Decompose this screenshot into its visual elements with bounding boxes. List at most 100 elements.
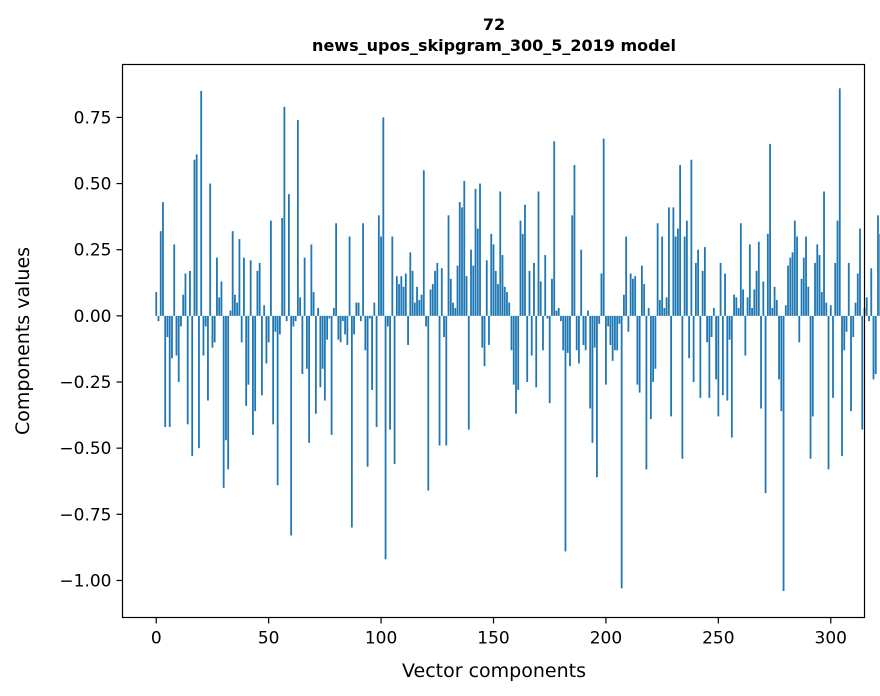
y-tick-label: −0.75 [59,505,111,525]
bar-224 [658,299,661,316]
x-tick-label: 200 [590,629,622,649]
bar-223 [656,223,659,316]
bar-239 [692,315,695,383]
bar-255 [728,315,731,340]
bar-115 [413,302,416,316]
bar-205 [616,315,619,351]
bar-5 [166,315,169,338]
bar-294 [816,244,819,316]
bar-6 [168,315,171,427]
bar-310 [852,315,855,338]
bar-268 [757,241,760,316]
bar-292 [811,315,814,417]
bar-21 [202,315,205,356]
bar-207 [620,315,623,589]
y-axis-ticks: 0.75 0.50 0.25 0.00 −0.25 −0.50 −0.75 −1.00 [59,108,123,591]
y-tick-label: 0.75 [74,108,112,128]
bar-285 [796,236,798,316]
bar-52 [272,315,275,425]
bar-2 [159,231,162,316]
bar-171 [539,281,542,316]
bar-160 [515,315,517,414]
bar-178 [555,310,558,316]
bar-219 [647,307,650,316]
bar-194 [591,315,594,443]
bar-49 [265,315,268,364]
x-axis-ticks: 0 50 100 150 200 250 300 [151,617,847,649]
bar-321 [877,215,879,316]
bar-244 [703,247,706,316]
bar-281 [787,265,789,316]
bar-263 [746,297,749,316]
bar-108 [398,284,400,316]
bar-85 [346,315,349,345]
bar-222 [654,315,657,369]
x-tick-label: 150 [477,629,509,649]
bar-126 [438,315,441,446]
bar-172 [542,315,544,351]
bar-123 [431,284,434,316]
bar-38 [240,315,243,343]
bar-127 [440,268,443,316]
bar-141 [472,265,475,316]
bar-233 [679,165,682,316]
bar-254 [726,315,729,401]
bar-318 [870,268,873,316]
bar-16 [191,315,194,457]
bar-295 [818,255,821,316]
y-tick-label: 0.25 [74,241,112,261]
bar-69 [310,244,313,316]
bar-133 [454,307,457,316]
x-tick-label: 50 [258,629,280,649]
bar-208 [623,294,625,316]
bar-159 [512,315,515,385]
bar-152 [497,284,499,316]
bar-55 [278,315,281,335]
bar-179 [557,307,560,316]
bar-260 [739,223,742,316]
bar-76 [326,315,329,340]
bar-212 [632,278,634,316]
bar-173 [544,255,547,316]
bar-67 [305,315,308,369]
bar-78 [330,315,333,435]
bar-64 [299,297,302,316]
bar-236 [685,220,688,316]
bar-230 [672,207,675,316]
bar-213 [634,276,637,316]
bar-265 [751,307,753,316]
bar-234 [681,315,684,459]
bar-105 [391,236,394,316]
x-axis-label: Vector components [402,660,586,682]
bar-124 [434,270,436,316]
bar-134 [456,265,459,316]
bar-169 [535,315,538,388]
bar-13 [184,273,187,316]
bar-59 [287,194,290,316]
bar-293 [814,262,816,316]
bar-299 [827,315,830,470]
plot-frame [121,63,866,619]
bar-1 [157,315,160,322]
bar-146 [483,315,486,367]
bar-14 [186,315,189,425]
bar-296 [820,292,823,316]
bar-32 [227,315,230,470]
bar-257 [733,294,735,316]
bar-125 [436,262,439,316]
bar-82 [339,315,342,343]
bar-89 [355,302,358,316]
bar-3 [162,202,164,316]
bar-94 [366,315,369,467]
bar-122 [429,289,432,316]
bar-231 [674,236,677,316]
bar-277 [778,315,780,380]
bar-30 [222,315,225,488]
bar-24 [209,183,212,316]
bar-27 [216,257,218,316]
bar-232 [676,228,679,316]
bar-19 [198,315,200,449]
bar-317 [868,315,870,322]
bar-225 [661,236,664,316]
bar-113 [409,252,412,316]
